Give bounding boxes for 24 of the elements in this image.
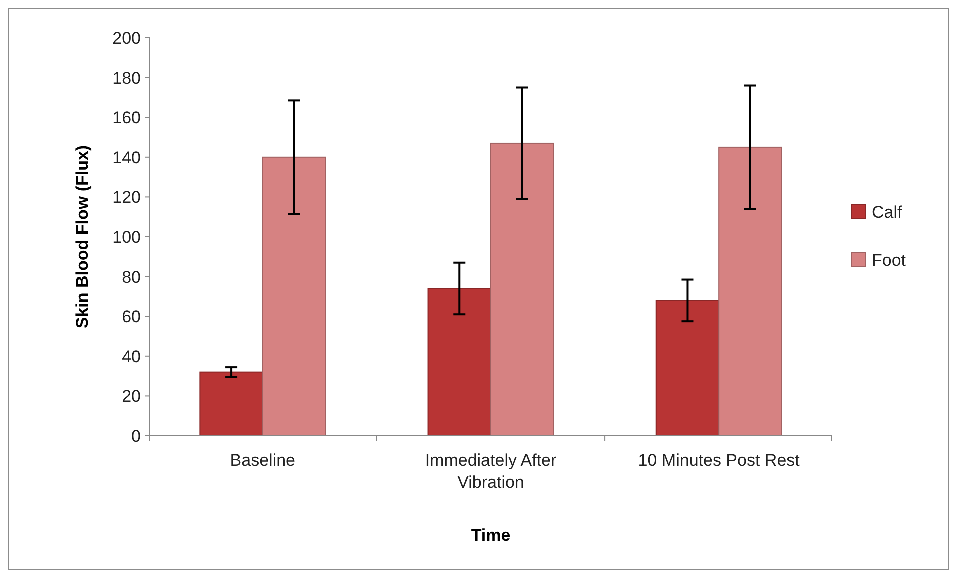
y-tick-label: 20 bbox=[122, 387, 141, 406]
y-tick-label: 0 bbox=[132, 426, 141, 446]
y-tick-label: 120 bbox=[112, 188, 141, 208]
bar bbox=[718, 146, 782, 436]
y-tick-label: 80 bbox=[122, 268, 141, 287]
x-tick-label: 10 Minutes Post Rest bbox=[638, 451, 800, 470]
y-tick-label: 200 bbox=[112, 28, 141, 48]
bar bbox=[490, 142, 554, 436]
bar bbox=[428, 288, 492, 436]
bar bbox=[262, 156, 326, 436]
legend-label: Calf bbox=[872, 202, 903, 222]
x-tick-label: Immediately After Vibration bbox=[425, 451, 557, 492]
y-tick-label: 160 bbox=[112, 108, 141, 128]
x-axis-title: Time bbox=[471, 526, 511, 545]
y-tick-label: 100 bbox=[112, 228, 141, 247]
bar bbox=[200, 372, 264, 436]
y-tick-label: 140 bbox=[112, 148, 141, 168]
y-tick-label: 60 bbox=[122, 308, 141, 327]
y-tick-label: 180 bbox=[112, 68, 141, 88]
x-tick-label: Baseline bbox=[230, 451, 296, 470]
legend-label: Foot bbox=[872, 250, 906, 270]
y-tick-label: 40 bbox=[122, 347, 141, 366]
y-axis-title: Skin Blood Flow (Flux) bbox=[73, 145, 92, 329]
bar bbox=[656, 300, 720, 436]
